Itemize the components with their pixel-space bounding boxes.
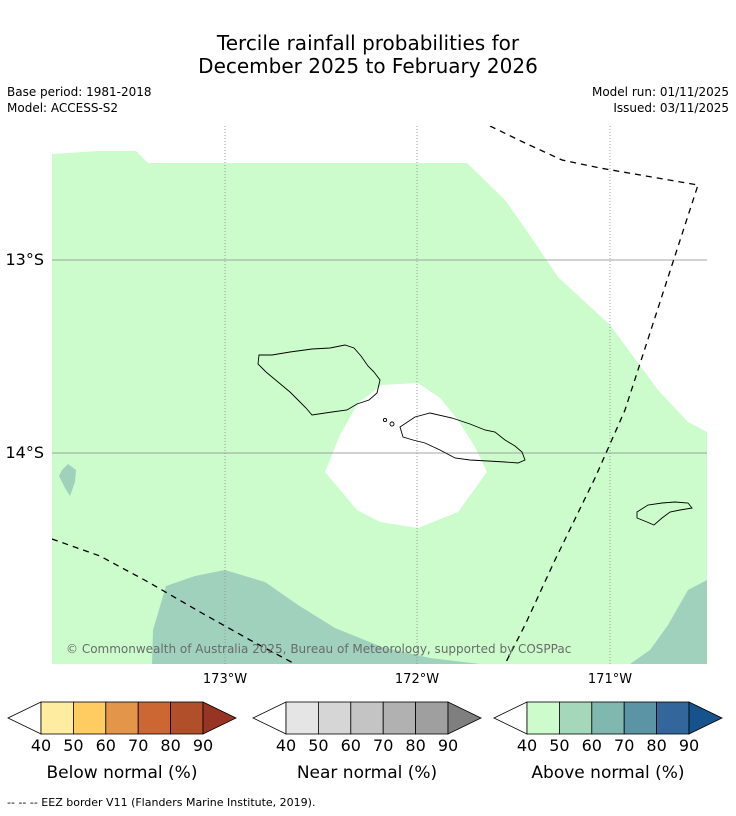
colorbar-tick: 50	[63, 736, 83, 755]
upolu-island	[399, 412, 526, 464]
colorbar-tick: 60	[341, 736, 361, 755]
colorbar-segment	[170, 701, 204, 735]
colorbar-title: Below normal (%)	[47, 763, 198, 783]
colorbar-extend-low	[493, 701, 528, 735]
island-outlines	[257, 344, 693, 526]
colorbar-segment	[526, 701, 560, 735]
lat-label-13s: 13°S	[5, 250, 44, 269]
colorbar-extend-high	[447, 701, 482, 735]
colorbar-tick: 80	[405, 736, 425, 755]
colorbar-segment	[285, 701, 319, 735]
lon-label-172w: 172°W	[395, 672, 439, 687]
above-normal-50-60-region	[630, 580, 707, 664]
issued-date: Issued: 03/11/2025	[613, 101, 729, 115]
colorbar-title: Above normal (%)	[531, 763, 684, 783]
colorbar-tick: 70	[614, 736, 634, 755]
colorbar-tick: 70	[128, 736, 148, 755]
above-normal-50-60-region	[59, 464, 76, 496]
colorbar-segment	[623, 701, 658, 735]
no-dominant-region	[325, 383, 487, 528]
lon-label-171w: 171°W	[588, 672, 632, 687]
graticule	[52, 126, 707, 664]
lon-label-173w: 173°W	[203, 672, 247, 687]
colorbar-tick: 50	[549, 736, 569, 755]
colorbar-title: Near normal (%)	[297, 763, 437, 783]
colorbar-segment	[317, 701, 352, 735]
tutuila-island	[636, 501, 693, 526]
lat-label-14s: 14°S	[5, 443, 44, 462]
colorbar-segment	[591, 701, 625, 735]
base-period: Base period: 1981-2018	[7, 85, 152, 99]
colorbar-extend-high	[688, 701, 723, 735]
colorbar-tick: 90	[438, 736, 458, 755]
colorbar-extend-low	[7, 701, 42, 735]
colorbar-segment	[415, 701, 449, 735]
colorbar-segment	[105, 701, 139, 735]
colorbar-tick: 90	[679, 736, 699, 755]
colorbar-tick: 70	[373, 736, 393, 755]
colorbar-legends: 40 50 60 70 80 90 Below normal (%) 40 50 60 70 80 90…	[7, 701, 723, 783]
colorbar-tick: 60	[96, 736, 116, 755]
colorbar-tick: 40	[31, 736, 51, 755]
model-run: Model run: 01/11/2025	[591, 85, 729, 99]
colorbar-tick: 40	[276, 736, 296, 755]
colorbar-segment	[656, 701, 690, 735]
copyright-note: © Commonwealth of Australia 2025, Bureau…	[66, 642, 571, 656]
colorbar-tick: 80	[160, 736, 180, 755]
eez-border	[52, 126, 699, 664]
colorbar-segment	[382, 701, 417, 735]
colorbar-segment	[350, 701, 384, 735]
title-line-2: December 2025 to February 2026	[198, 54, 538, 78]
above-normal-50-60-region	[152, 570, 480, 664]
colorbar-segment	[137, 701, 171, 735]
colorbar-tick: 90	[193, 736, 213, 755]
colorbar-tick: 80	[646, 736, 666, 755]
colorbar-tick: 50	[308, 736, 328, 755]
colorbar-tick: 60	[582, 736, 602, 755]
colorbar-extend-high	[202, 701, 237, 735]
colorbar-segment	[559, 701, 593, 735]
model-name: Model: ACCESS-S2	[7, 101, 119, 115]
title-line-1: Tercile rainfall probabilities for	[216, 31, 520, 55]
savaii-island	[257, 344, 381, 416]
colorbar-segment	[73, 701, 107, 735]
colorbar-tick: 40	[517, 736, 537, 755]
colorbar-extend-low	[252, 701, 287, 735]
eez-legend-note: -- -- -- EEZ border V11 (Flanders Marine…	[7, 796, 316, 809]
colorbar-segment	[40, 701, 74, 735]
